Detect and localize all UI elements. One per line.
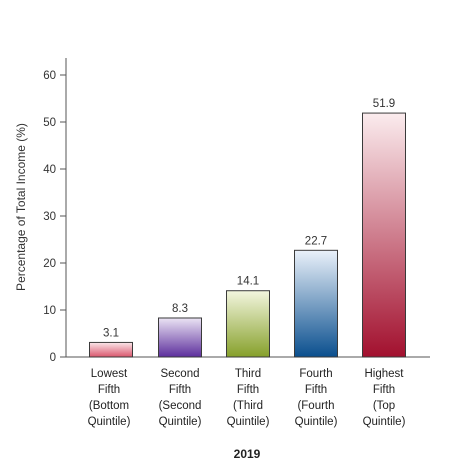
y-tick-label: 10	[43, 305, 56, 317]
x-category-label: Fifth	[98, 384, 120, 396]
y-axis-title: Percentage of Total Income (%)	[14, 123, 28, 291]
bar-value-label: 22.7	[305, 235, 327, 247]
x-category-label: (Third	[233, 400, 263, 412]
y-tick-label: 30	[43, 211, 56, 223]
x-category-label: Quintile)	[88, 416, 131, 428]
category-labels: Lowest Fifth (Bottom Quintile) Second Fifth (S…	[88, 368, 406, 428]
bar	[158, 317, 202, 358]
x-category-label: Fourth	[299, 368, 332, 380]
bar-value-label: 14.1	[237, 276, 259, 288]
x-category-label: Fifth	[169, 384, 191, 396]
x-category-label: (Fourth	[297, 400, 334, 412]
bar	[226, 290, 270, 358]
bar-value-label: 51.9	[373, 98, 395, 110]
y-tick-label: 60	[43, 70, 56, 82]
bars: 3.1 8.3 14.1 22.7 51.9	[89, 98, 406, 358]
x-category-label: (Second	[159, 400, 202, 412]
x-category-label: Fifth	[373, 384, 395, 396]
bar	[362, 112, 406, 358]
x-category-label: Highest	[365, 368, 405, 380]
x-category-label: Second	[160, 368, 199, 380]
x-axis-title: 2019	[234, 447, 261, 461]
x-category-label: Fifth	[305, 384, 327, 396]
x-category-label: Lowest	[91, 368, 128, 380]
y-tick-label: 0	[50, 352, 56, 364]
y-tick-label: 40	[43, 164, 56, 176]
x-category-label: Fifth	[237, 384, 259, 396]
bar	[89, 341, 133, 358]
x-category-label: Quintile)	[227, 416, 270, 428]
x-category-label: Third	[235, 368, 261, 380]
x-category-label: Quintile)	[159, 416, 202, 428]
bar-value-label: 3.1	[103, 327, 119, 339]
y-tick-label: 50	[43, 117, 56, 129]
x-category-label: (Bottom	[89, 400, 129, 412]
bar-value-label: 8.3	[172, 303, 188, 315]
x-category-label: Quintile)	[363, 416, 406, 428]
x-category-label: (Top	[373, 400, 395, 412]
x-category-label: Quintile)	[295, 416, 338, 428]
bar	[294, 249, 338, 358]
y-tick-label: 20	[43, 258, 56, 270]
